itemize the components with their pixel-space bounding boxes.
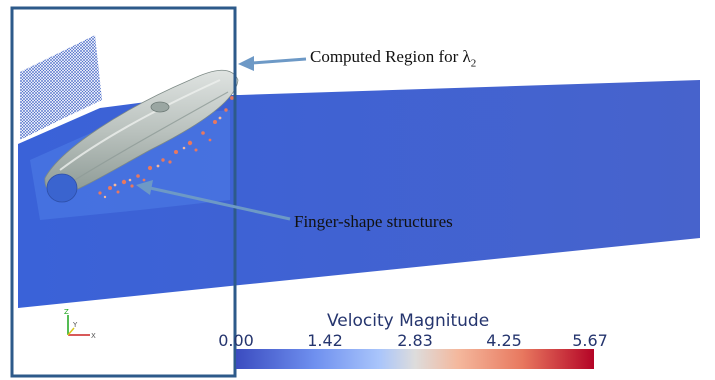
body-dimple: [150, 101, 170, 113]
colorbar-title: Velocity Magnitude: [327, 311, 490, 331]
colorbar-tick-3: 4.25: [486, 331, 522, 350]
computed-region-text: Computed Region for λ: [310, 47, 471, 66]
axes-triad: Z Y X: [64, 308, 96, 340]
colorbar-gradient: [236, 349, 594, 369]
lambda-subscript: 2: [470, 57, 477, 70]
axis-x-label: X: [91, 332, 96, 340]
region-arrow: [238, 56, 307, 71]
colorbar-tick-0: 0.00: [218, 331, 254, 350]
colorbar-tick-4: 5.67: [572, 331, 608, 350]
finger-structures-label: Finger-shape structures: [294, 212, 453, 231]
axis-z-label: Z: [64, 308, 69, 316]
colorbar-tick-2: 2.83: [397, 331, 433, 350]
computed-region-label: Computed Region for λ2: [310, 47, 476, 69]
axis-y-label: Y: [72, 321, 78, 329]
finger-arrow: [136, 180, 291, 221]
computed-region-box: [10, 6, 237, 378]
finger-structures: [98, 96, 234, 195]
inlet-mesh: [20, 35, 102, 140]
body-ridge: [59, 79, 221, 171]
water-highlight: [30, 110, 230, 220]
body-front-cap: [46, 173, 78, 203]
finger-structures-light: [103, 116, 222, 199]
body-ridge-2: [69, 91, 229, 184]
colorbar-tick-1: 1.42: [307, 331, 343, 350]
